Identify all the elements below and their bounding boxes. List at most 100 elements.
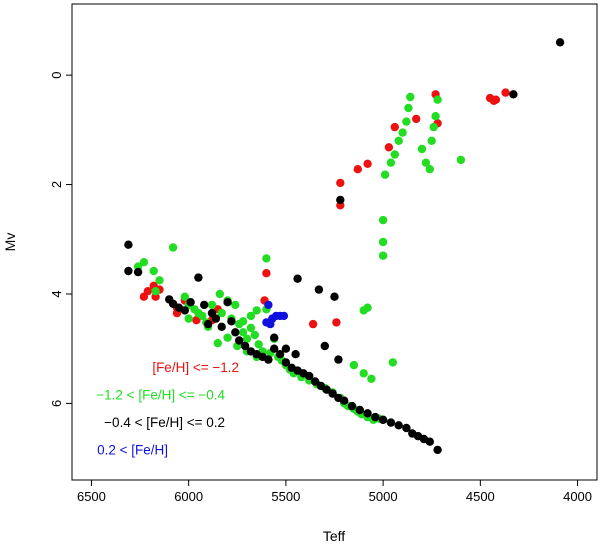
data-point — [186, 298, 195, 307]
data-point — [281, 358, 291, 367]
x-tick-label: 5500 — [271, 489, 300, 504]
data-point — [231, 328, 240, 337]
data-point — [378, 251, 388, 260]
data-point — [347, 401, 357, 411]
legend-entry: [Fe/H] <= −1.2 — [152, 360, 239, 375]
y-tick-label: 4 — [49, 290, 64, 297]
data-point — [238, 328, 248, 337]
data-point — [340, 396, 349, 405]
data-point — [124, 266, 133, 276]
data-point — [349, 360, 359, 370]
data-point — [250, 330, 259, 340]
data-point — [322, 385, 331, 394]
data-point — [217, 308, 226, 318]
y-axis-title: Mv — [2, 233, 18, 252]
data-point — [353, 165, 362, 174]
data-point — [491, 95, 501, 104]
y-tick-label: 0 — [49, 72, 64, 79]
x-axis: 6500 6000 5500 5000 4500 4000 — [77, 480, 592, 504]
legend-entry: 0.2 < [Fe/H] — [97, 443, 168, 458]
data-point — [330, 292, 339, 301]
data-point — [378, 415, 388, 424]
data-point — [402, 423, 411, 433]
legend: [Fe/H] <= −1.2 −1.2 < [Fe/H] <= −0.4 −0.4 … — [96, 360, 239, 458]
data-point — [305, 371, 314, 381]
data-point — [328, 389, 337, 398]
data-point — [394, 421, 403, 430]
data-point — [425, 165, 434, 174]
x-tick-label: 6000 — [174, 489, 203, 504]
data-point — [270, 333, 279, 342]
data-point — [293, 274, 302, 283]
data-point — [207, 300, 217, 310]
data-point — [168, 243, 178, 252]
data-point — [359, 369, 368, 378]
data-point — [192, 316, 201, 325]
data-point — [264, 300, 273, 310]
data-point — [242, 334, 252, 343]
data-point — [433, 445, 442, 455]
data-point — [139, 258, 149, 267]
data-point — [402, 117, 411, 126]
data-point — [238, 317, 248, 326]
data-point — [390, 150, 399, 159]
data-points — [124, 38, 565, 455]
data-point — [371, 412, 380, 422]
data-point — [398, 128, 407, 137]
data-point — [223, 298, 232, 307]
data-point — [217, 322, 226, 331]
data-point — [386, 418, 396, 427]
data-point — [384, 143, 394, 152]
data-point — [203, 319, 213, 329]
data-point — [412, 114, 421, 124]
data-point — [281, 344, 291, 353]
data-point — [180, 292, 189, 301]
y-axis: 0 2 4 6 — [49, 72, 72, 407]
legend-entry: −1.2 < [Fe/H] <= −0.4 — [96, 388, 225, 403]
data-point — [429, 122, 438, 132]
data-point — [332, 318, 341, 327]
data-point — [246, 311, 256, 321]
data-point — [155, 276, 164, 285]
data-point — [421, 158, 431, 167]
data-point — [184, 314, 193, 323]
data-point — [363, 159, 372, 168]
data-point — [433, 95, 442, 104]
data-point — [194, 273, 203, 282]
data-point — [308, 319, 318, 329]
data-point — [149, 266, 158, 276]
data-point — [254, 340, 263, 349]
data-point — [417, 144, 427, 154]
x-tick-label: 6500 — [77, 489, 106, 504]
data-point — [235, 336, 244, 345]
data-point — [427, 136, 436, 145]
data-point — [355, 405, 364, 415]
data-point — [266, 319, 275, 329]
data-point — [336, 195, 345, 205]
data-point — [262, 254, 271, 263]
data-point — [231, 300, 240, 310]
x-tick-label: 4000 — [563, 489, 592, 504]
data-point — [227, 317, 236, 326]
data-point — [240, 341, 250, 351]
data-point — [359, 306, 368, 315]
data-point — [367, 374, 376, 383]
data-point — [223, 333, 232, 342]
data-point — [390, 122, 399, 132]
data-point — [291, 350, 300, 359]
data-point — [378, 237, 388, 247]
data-point — [270, 344, 279, 353]
data-point — [431, 112, 440, 121]
x-tick-label: 5000 — [369, 489, 398, 504]
data-point — [388, 358, 397, 367]
data-point — [262, 269, 271, 278]
data-point — [264, 355, 273, 364]
data-point — [380, 170, 390, 179]
data-point — [275, 350, 285, 359]
data-point — [124, 240, 133, 249]
data-point — [501, 88, 510, 97]
data-point — [378, 215, 388, 225]
data-point — [425, 437, 434, 446]
data-point — [406, 92, 415, 102]
x-tick-label: 4500 — [466, 489, 495, 504]
